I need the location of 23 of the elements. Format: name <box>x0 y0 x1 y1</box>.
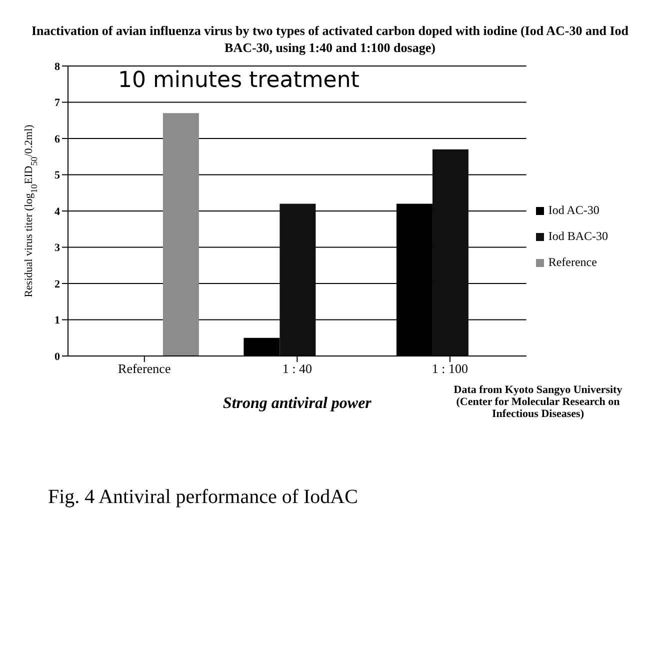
legend-label: Iod BAC-30 <box>548 229 608 243</box>
bar <box>280 204 316 356</box>
y-tick-label: 3 <box>54 242 60 254</box>
y-tick-label: 8 <box>54 60 60 73</box>
x-axis-title: Strong antiviral power <box>222 395 372 412</box>
bar <box>162 113 199 356</box>
y-tick-label: 1 <box>54 314 60 327</box>
x-tick-label: 1 : 100 <box>432 361 468 376</box>
y-tick-label: 2 <box>54 278 60 290</box>
chart-title: Inactivation of avian influenza virus by two types of activated carbon doped with iodine (Iod AC-30 and Iod BAC-30, using 1:40 and 1:100 dosage) <box>30 22 630 56</box>
y-tick-label: 5 <box>54 170 60 182</box>
x-tick-label: 1 : 40 <box>282 361 312 376</box>
y-tick-label: 6 <box>54 133 60 146</box>
x-tick-label: Reference <box>118 361 171 376</box>
legend-label: Iod AC-30 <box>548 203 600 217</box>
y-tick-label: 4 <box>54 206 60 218</box>
legend-label: Reference <box>548 255 597 269</box>
bar <box>432 149 468 356</box>
text: Data from Kyoto Sangyo University (Center for Molecular Research on Infectious Diseases) <box>452 384 624 420</box>
y-tick-label: 0 <box>54 350 60 363</box>
y-tick-label: 7 <box>54 97 60 110</box>
annotation: 10 minutes treatment <box>118 68 360 93</box>
caption: Fig. 4 Antiviral performance of IodAC <box>48 486 359 509</box>
